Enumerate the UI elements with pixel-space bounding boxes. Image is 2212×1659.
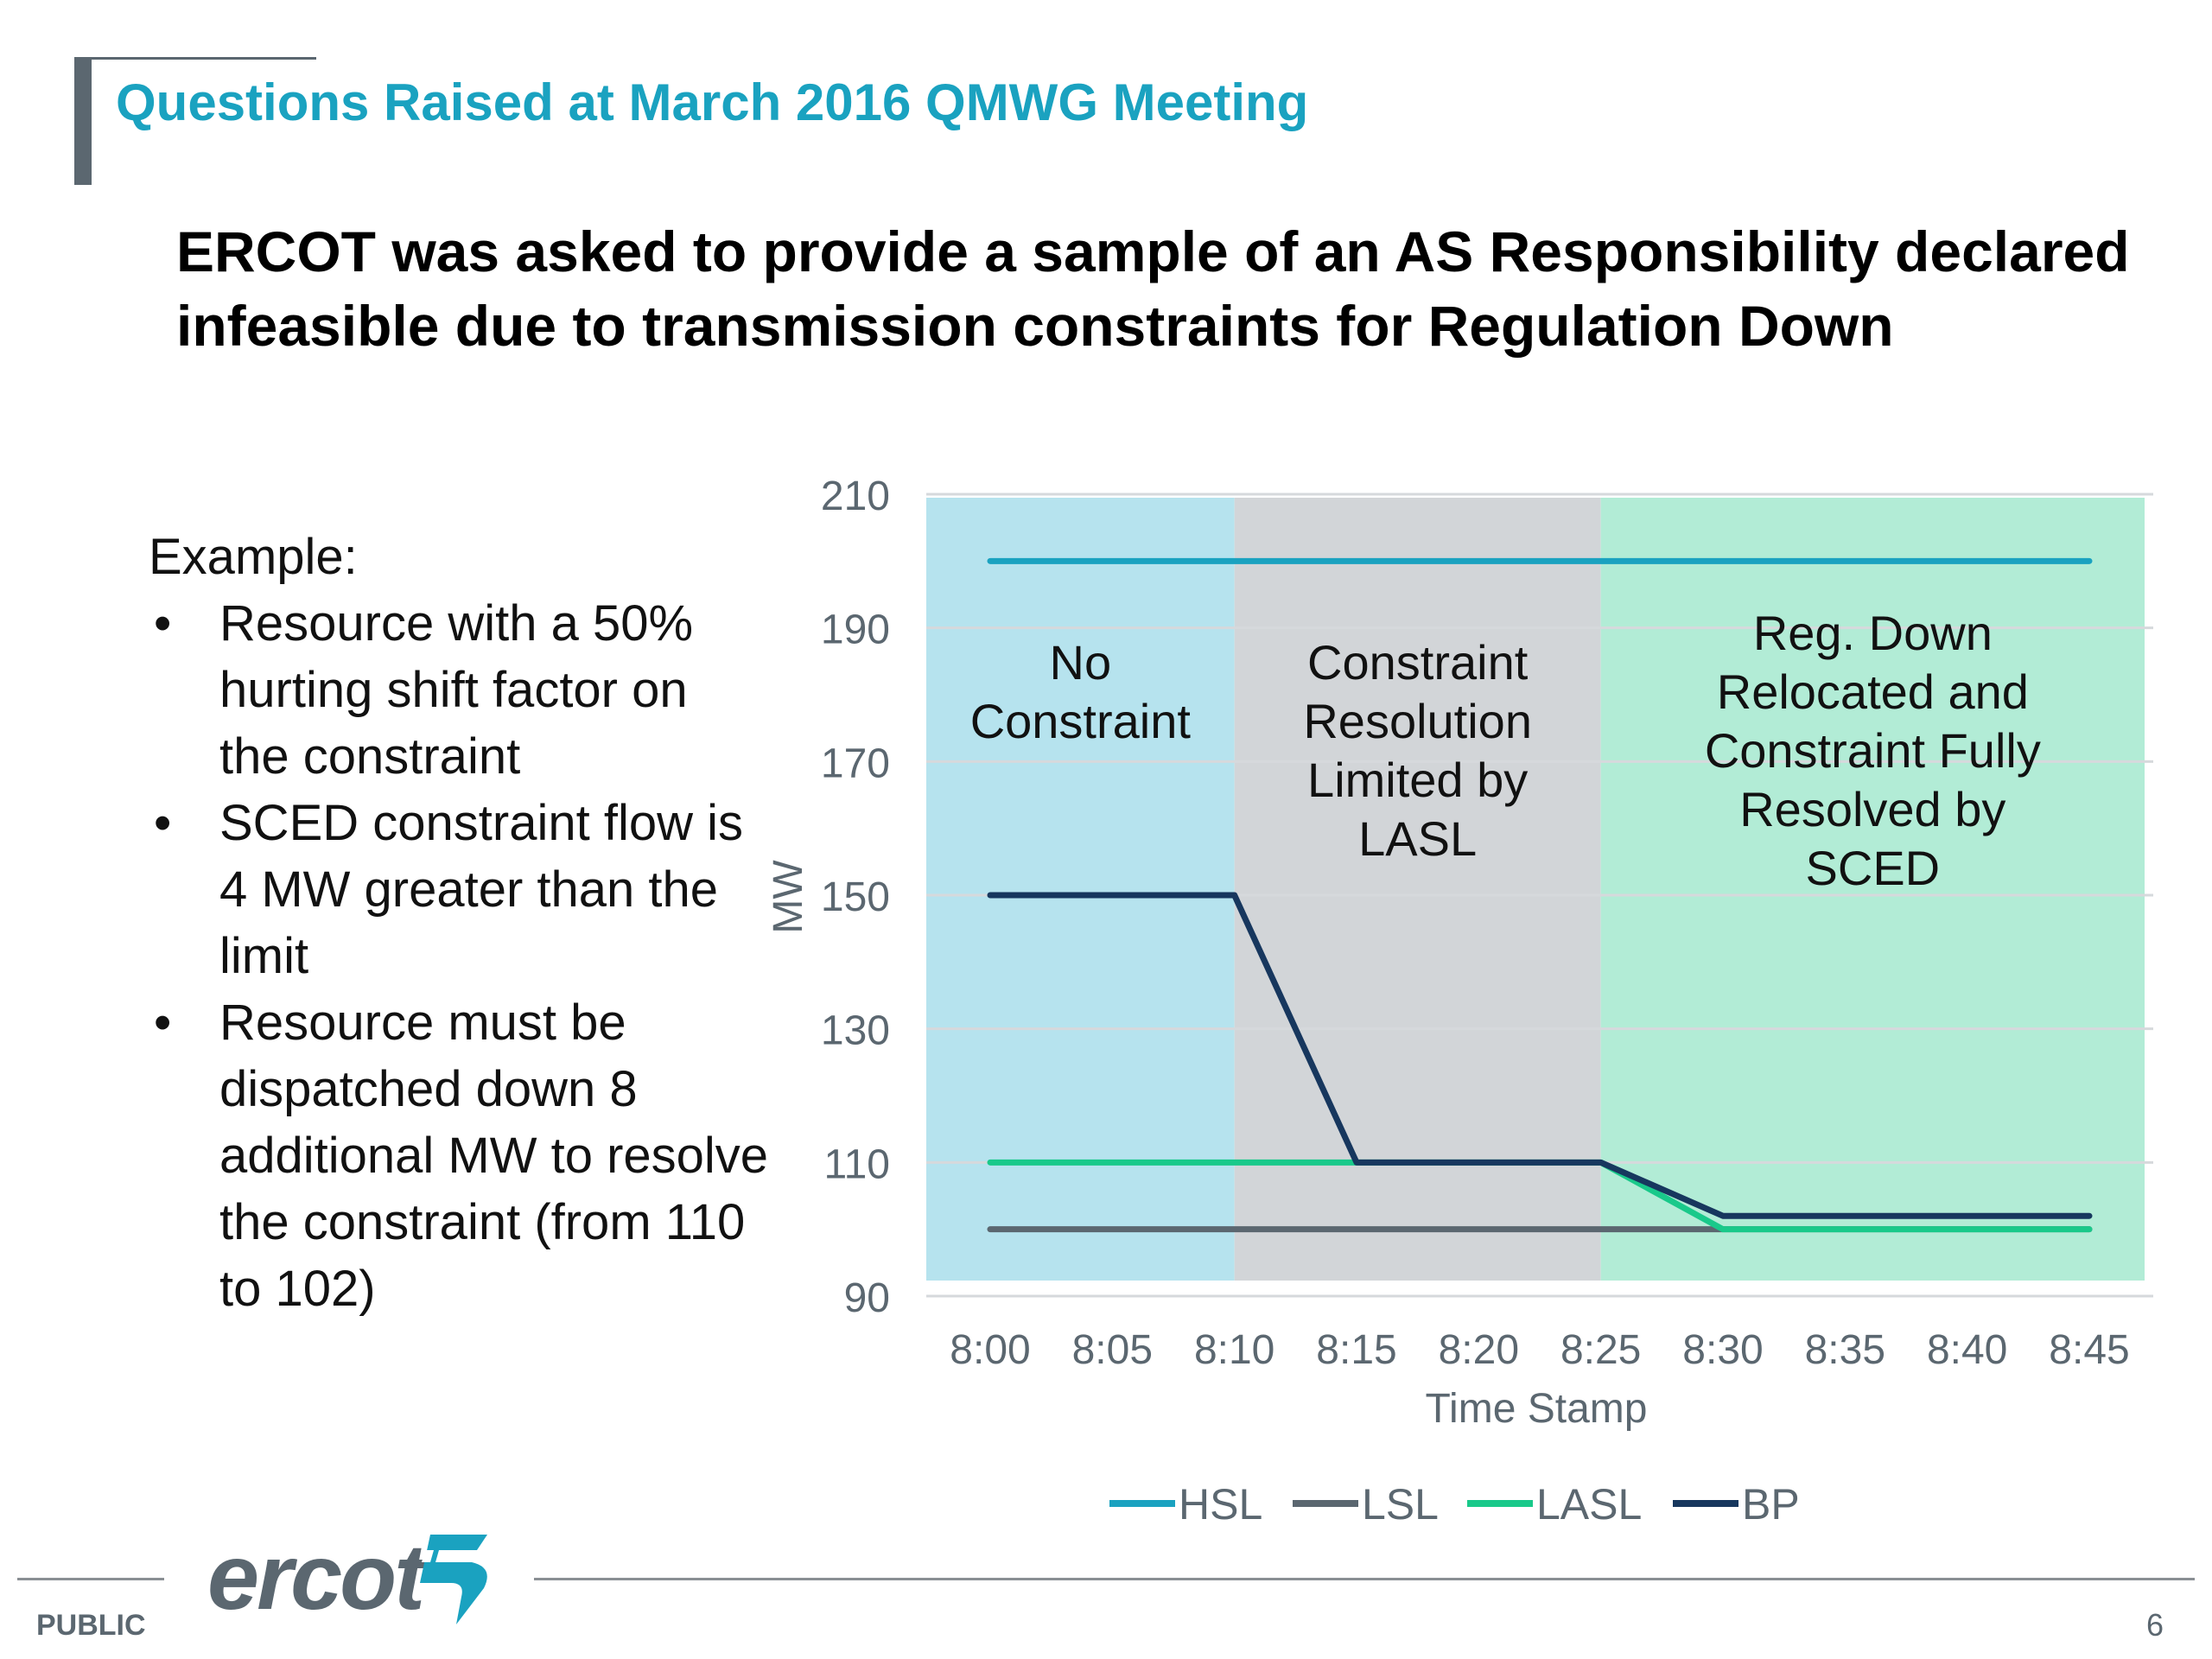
x-tick-label: 8:00 — [950, 1327, 1030, 1373]
x-tick-label: 8:05 — [1072, 1327, 1153, 1373]
bullet-icon: • — [154, 795, 172, 851]
slide-title: Questions Raised at March 2016 QMWG Meet… — [116, 73, 1309, 131]
x-tick-label: 8:25 — [1560, 1327, 1641, 1373]
y-tick-label: 90 — [844, 1275, 890, 1321]
chart-region-label: Resolution — [1303, 694, 1532, 748]
footer-divider-left — [17, 1578, 164, 1580]
y-tick-label: 110 — [823, 1141, 890, 1187]
chart-region-label: No — [1050, 635, 1112, 690]
chart-region-label: Limited by — [1307, 753, 1528, 807]
title-accent-line — [74, 57, 316, 60]
x-tick-label: 8:35 — [1805, 1327, 1885, 1373]
chart-region-label: Constraint Fully — [1705, 723, 2041, 778]
chart-region-label: Constraint — [1307, 635, 1529, 690]
example-bullet-item: • Resource must be dispatched down 8 addi… — [149, 989, 771, 1322]
chart-region-label: Reg. Down — [1753, 606, 1993, 660]
chart-region-band — [926, 498, 1235, 1281]
x-tick-label: 8:15 — [1316, 1327, 1396, 1373]
chart-region-label: Resolved by — [1739, 782, 2005, 836]
x-tick-label: 8:10 — [1194, 1327, 1274, 1373]
y-tick-label: 190 — [821, 607, 890, 653]
bullet-icon: • — [154, 995, 172, 1051]
example-bullet-item: • SCED constraint flow is 4 MW greater th… — [149, 790, 771, 989]
y-tick-label: 130 — [821, 1008, 890, 1054]
legend-label: LSL — [1362, 1480, 1439, 1529]
bullet-icon: • — [154, 595, 172, 652]
example-bullet-text: SCED constraint flow is 4 MW greater tha… — [219, 795, 743, 984]
legend-label: BP — [1742, 1480, 1800, 1529]
example-bullet-text: Resource with a 50% hurting shift factor… — [219, 595, 694, 785]
chart-region-label: Constraint — [970, 694, 1192, 748]
y-tick-label: 210 — [821, 474, 890, 519]
y-axis-title: MW — [766, 860, 811, 934]
legend-label: HSL — [1179, 1480, 1262, 1529]
ercot-logo-text: ercot — [207, 1524, 425, 1629]
title-accent-bar — [74, 57, 92, 185]
example-panel: Example: • Resource with a 50% hurting sh… — [149, 524, 771, 1322]
classification-label: PUBLIC — [36, 1609, 146, 1642]
chart-region-band — [1600, 498, 2145, 1281]
example-heading: Example: — [149, 529, 358, 585]
footer-divider-right — [534, 1578, 2195, 1580]
chart-region-band — [1234, 498, 1601, 1281]
ercot-logo-icon — [420, 1535, 487, 1624]
legend-label: LASL — [1536, 1480, 1642, 1529]
x-tick-label: 8:20 — [1439, 1327, 1519, 1373]
example-bullet-list: • Resource with a 50% hurting shift facto… — [149, 590, 771, 1322]
chart-region-label: Relocated and — [1717, 664, 2029, 719]
chart-region-label: LASL — [1358, 811, 1477, 866]
y-tick-label: 170 — [821, 741, 890, 786]
x-tick-label: 8:30 — [1682, 1327, 1763, 1373]
y-tick-label: 150 — [821, 874, 890, 920]
series-line-lasl — [987, 1159, 2093, 1233]
page-number: 6 — [2145, 1607, 2164, 1643]
series-line-bp — [987, 892, 2093, 1219]
chart-region-label: SCED — [1806, 841, 1941, 895]
x-tick-label: 8:45 — [2049, 1327, 2129, 1373]
slide-subtitle: ERCOT was asked to provide a sample of a… — [176, 219, 2130, 358]
x-tick-label: 8:40 — [1927, 1327, 2007, 1373]
example-bullet-text: Resource must be dispatched down 8 addit… — [219, 995, 769, 1317]
example-bullet-item: • Resource with a 50% hurting shift facto… — [149, 590, 771, 790]
x-axis-title: Time Stamp — [1426, 1386, 1648, 1432]
